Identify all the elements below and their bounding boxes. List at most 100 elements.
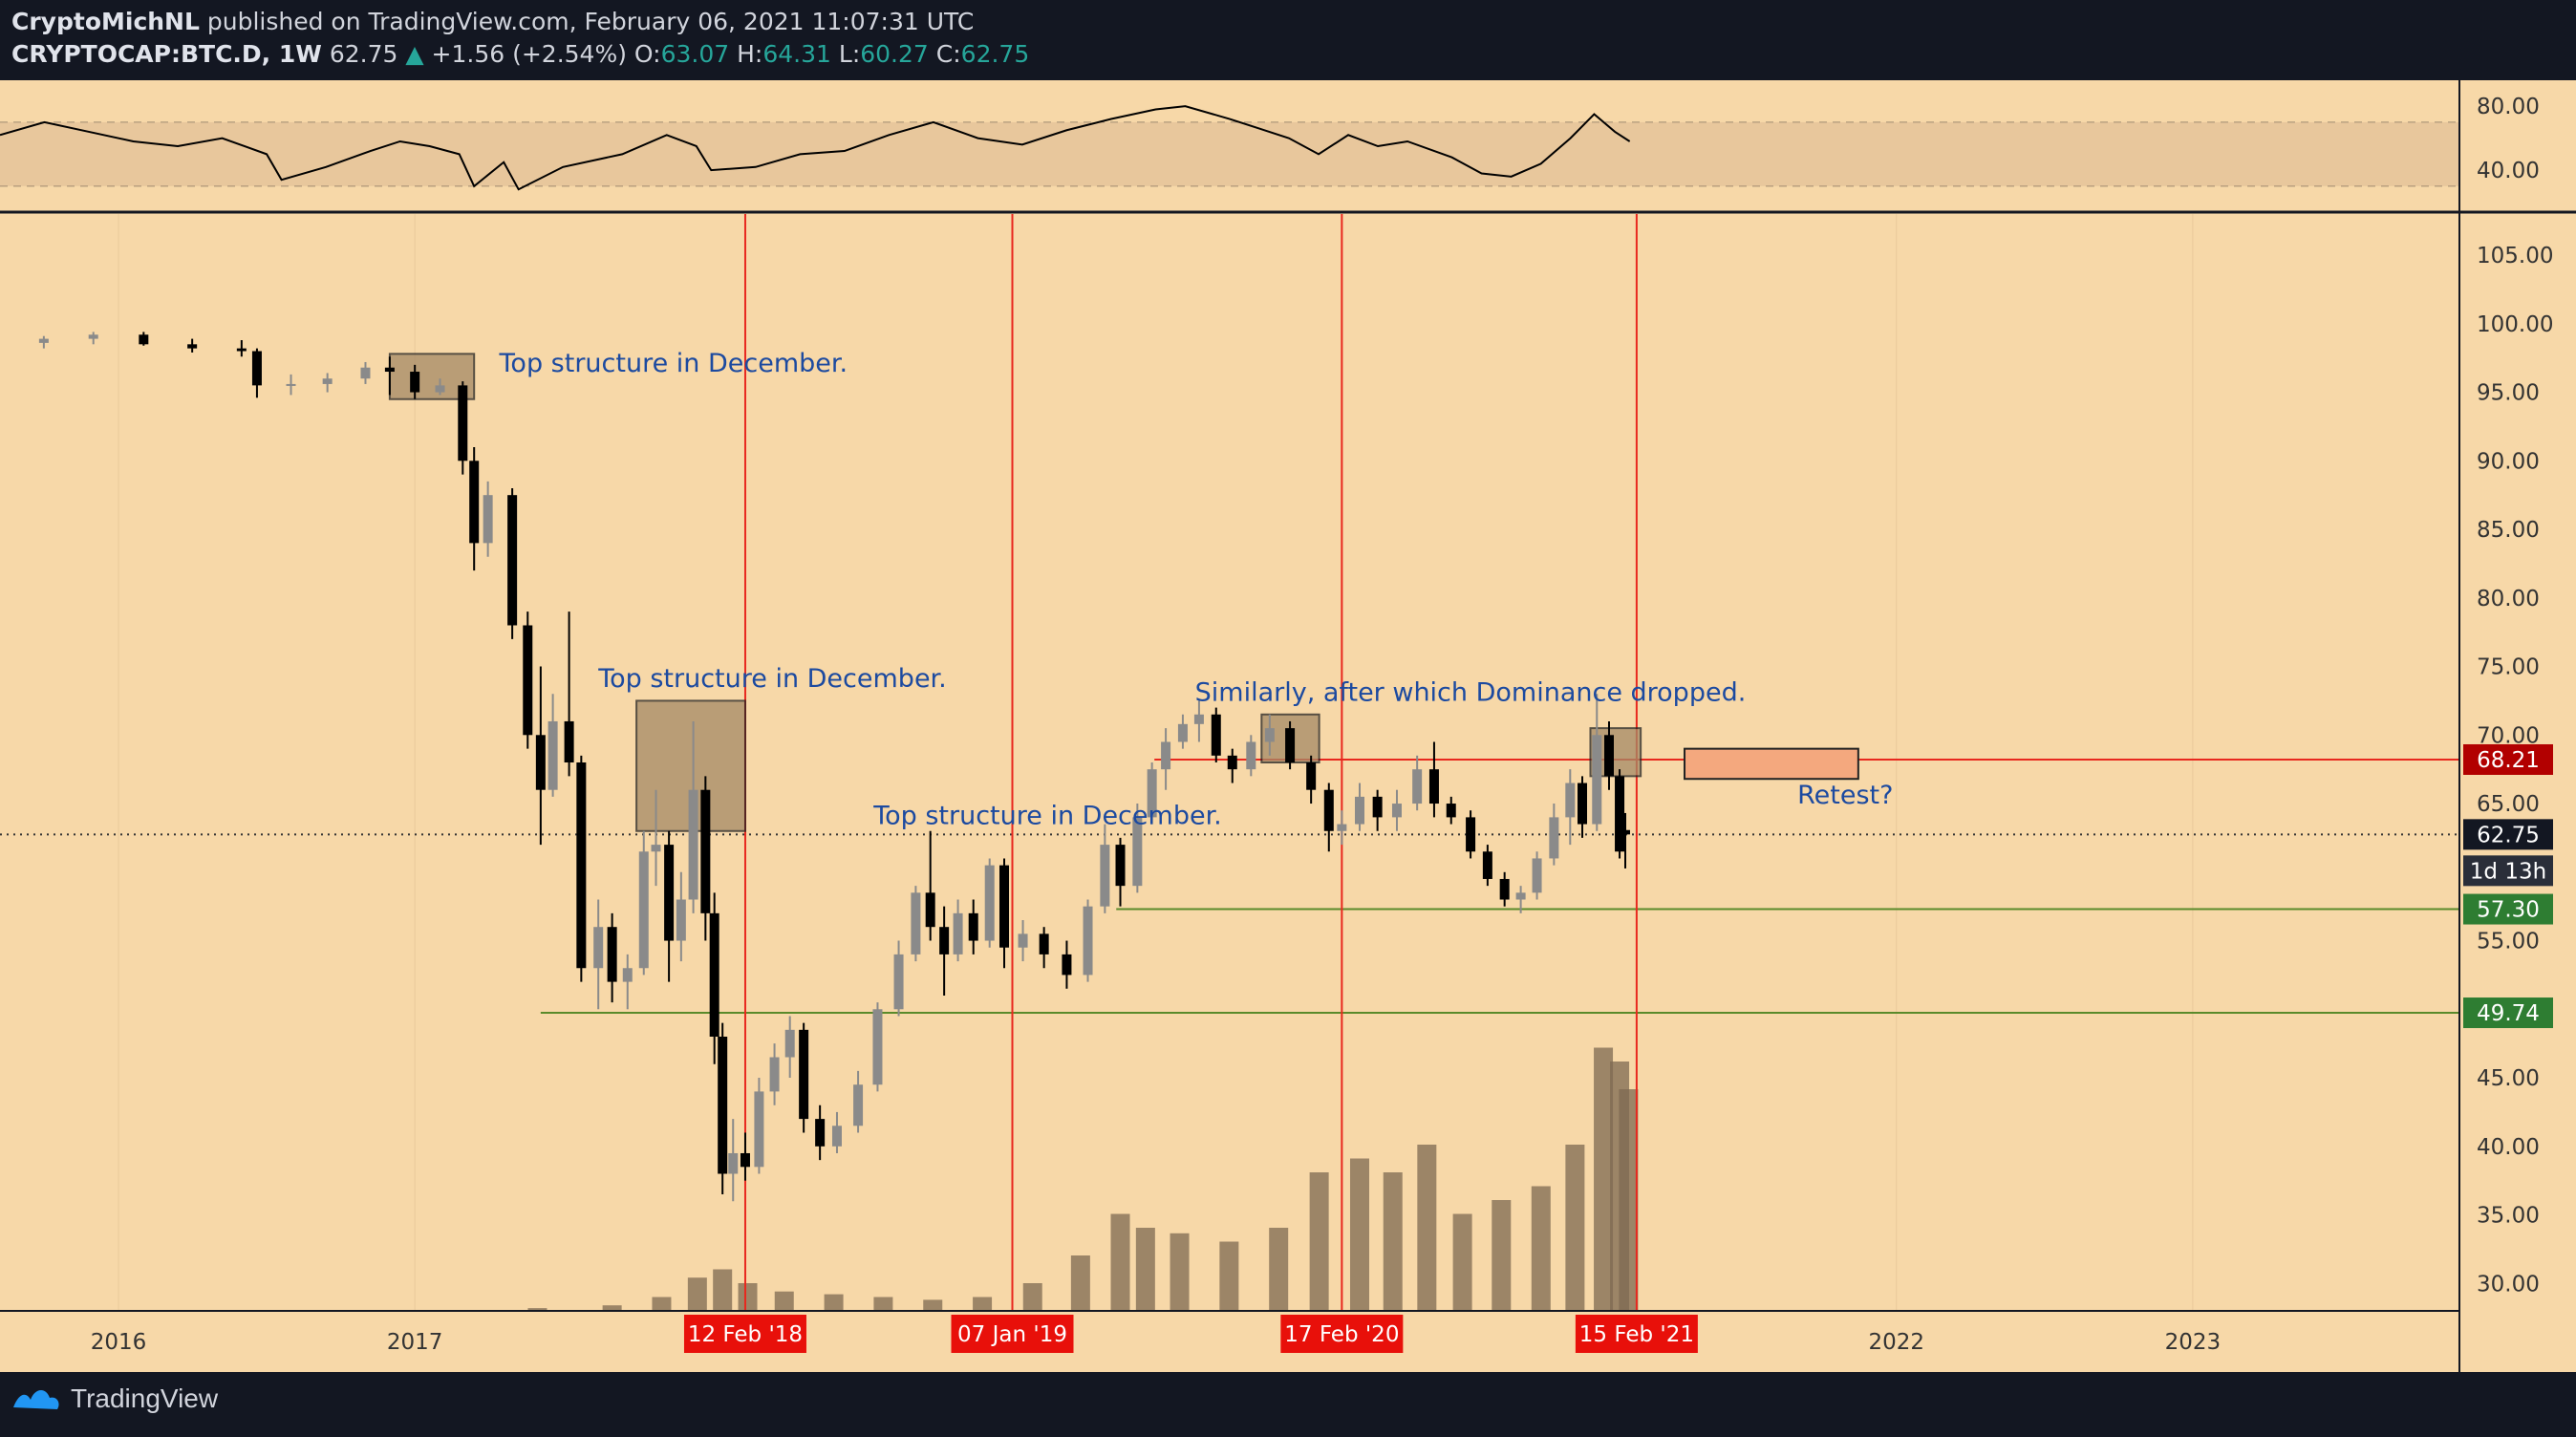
candle-body[interactable] xyxy=(1115,845,1126,887)
candle-body[interactable] xyxy=(576,762,587,969)
author-name[interactable]: CryptoMichNL xyxy=(11,8,200,35)
candle-body[interactable] xyxy=(1391,804,1402,818)
candle-body[interactable] xyxy=(831,1126,842,1147)
candle-body[interactable] xyxy=(1211,714,1221,756)
candle-body[interactable] xyxy=(322,378,333,384)
candle-body[interactable] xyxy=(1532,858,1542,893)
candle-body[interactable] xyxy=(1039,933,1049,954)
rsi-pane[interactable]: 80.00 40.00 xyxy=(0,95,2540,191)
candle-body[interactable] xyxy=(709,912,719,1037)
candle-body[interactable] xyxy=(999,865,1010,948)
candle-body[interactable] xyxy=(88,334,98,339)
candle-body[interactable] xyxy=(523,625,533,736)
candle-body[interactable] xyxy=(1428,769,1439,804)
candle-body[interactable] xyxy=(1482,851,1492,879)
candle-body[interactable] xyxy=(1323,789,1334,831)
candle-body[interactable] xyxy=(1603,735,1614,777)
candle-body[interactable] xyxy=(1100,845,1110,907)
candle-body[interactable] xyxy=(676,899,686,941)
candle-body[interactable] xyxy=(893,954,904,1010)
candle-body[interactable] xyxy=(1193,714,1204,724)
candle-body[interactable] xyxy=(1592,735,1602,825)
candle-body[interactable] xyxy=(664,845,675,941)
candle-body[interactable] xyxy=(984,865,995,941)
candle-body[interactable] xyxy=(925,892,935,928)
candle-body[interactable] xyxy=(139,334,149,345)
candle-body[interactable] xyxy=(547,720,558,790)
candle-body[interactable] xyxy=(815,1119,826,1147)
candle-body[interactable] xyxy=(688,789,698,900)
volume-bar xyxy=(1269,1228,1289,1311)
candle-body[interactable] xyxy=(1466,817,1476,852)
candle-body[interactable] xyxy=(853,1084,864,1126)
candle-body[interactable] xyxy=(1147,769,1157,818)
candle-body[interactable] xyxy=(1246,741,1256,770)
candle-body[interactable] xyxy=(1177,723,1188,742)
candle-body[interactable] xyxy=(700,789,711,913)
candle-body[interactable] xyxy=(1132,817,1143,887)
price-axis[interactable]: 105.00 100.00 95.00 90.00 85.00 80.00 75.00 70.… xyxy=(2463,244,2553,1297)
candle-body[interactable] xyxy=(38,338,49,343)
candle-body[interactable] xyxy=(1615,776,1625,852)
candle-body[interactable] xyxy=(251,351,262,386)
candle-body[interactable] xyxy=(1337,824,1347,831)
candle-body[interactable] xyxy=(1161,741,1171,770)
candle-body[interactable] xyxy=(1264,728,1275,742)
candle-body[interactable] xyxy=(1578,783,1588,825)
candle-body[interactable] xyxy=(784,1029,795,1058)
candle-body[interactable] xyxy=(939,927,950,954)
price-label-text: 62.75 xyxy=(2477,823,2540,847)
candle-body[interactable] xyxy=(507,495,518,626)
candle-body[interactable] xyxy=(953,912,963,954)
symbol-name[interactable]: CRYPTOCAP:BTC.D, 1W xyxy=(11,40,322,68)
candle-body[interactable] xyxy=(1083,906,1093,976)
candle-body[interactable] xyxy=(968,912,978,941)
candle-body[interactable] xyxy=(435,385,445,393)
candle-body[interactable] xyxy=(1306,762,1317,790)
candles[interactable] xyxy=(0,332,1630,1202)
volume-bar xyxy=(873,1297,893,1311)
change-arrow-icon: ▲ xyxy=(405,40,424,68)
candle-body[interactable] xyxy=(1565,783,1576,818)
candle-body[interactable] xyxy=(286,383,296,386)
candle-body[interactable] xyxy=(607,927,617,982)
candle-body[interactable] xyxy=(483,495,493,544)
candle-body[interactable] xyxy=(769,1057,780,1092)
candle-body[interactable] xyxy=(740,1152,750,1168)
candle-body[interactable] xyxy=(718,1037,728,1174)
candle-body[interactable] xyxy=(911,892,921,954)
candle-body[interactable] xyxy=(187,344,198,349)
candle-body[interactable] xyxy=(469,461,480,544)
candle-body[interactable] xyxy=(410,372,420,393)
candle-body[interactable] xyxy=(360,367,371,379)
candle-body[interactable] xyxy=(1285,728,1296,762)
candle-body[interactable] xyxy=(1412,769,1423,804)
candle-body[interactable] xyxy=(872,1009,883,1085)
candle-body[interactable] xyxy=(728,1152,739,1174)
candle-body[interactable] xyxy=(1372,796,1383,818)
time-axis[interactable]: 2016 2017 2022 2023 12 Feb '18 07 Jan '19 17 F… xyxy=(91,1315,2221,1355)
candle-body[interactable] xyxy=(535,735,546,790)
candle-body[interactable] xyxy=(622,968,633,982)
tradingview-logo[interactable]: TradingView xyxy=(11,1383,218,1414)
candle-body[interactable] xyxy=(1499,878,1510,900)
candle-body[interactable] xyxy=(1018,933,1028,948)
candle-body[interactable] xyxy=(1515,892,1526,900)
candle-body[interactable] xyxy=(384,367,395,373)
candle-body[interactable] xyxy=(1446,804,1456,818)
candle-body[interactable] xyxy=(754,1091,764,1168)
candle-body[interactable] xyxy=(1549,817,1559,859)
open-value: 63.07 xyxy=(660,40,730,68)
candle-body[interactable] xyxy=(458,385,468,461)
candle-body[interactable] xyxy=(1227,755,1237,770)
candle-body[interactable] xyxy=(236,348,247,352)
candle-body[interactable] xyxy=(1354,796,1364,825)
candle-body[interactable] xyxy=(799,1029,809,1120)
candle-body[interactable] xyxy=(564,720,574,762)
candle-body[interactable] xyxy=(1062,954,1072,976)
candle-body[interactable] xyxy=(638,851,649,969)
candle-body[interactable] xyxy=(1620,829,1630,835)
candle-body[interactable] xyxy=(651,845,661,852)
candle-body[interactable] xyxy=(593,927,604,969)
